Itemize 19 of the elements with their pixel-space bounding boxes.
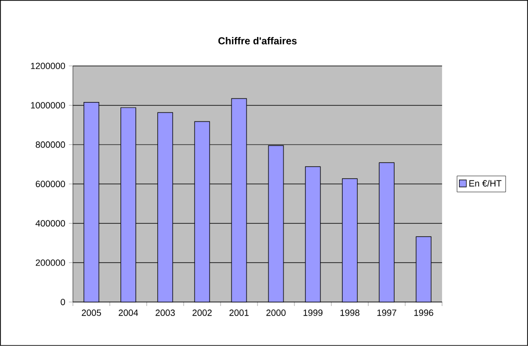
y-tick-label: 800000 bbox=[36, 141, 66, 148]
y-tick-label: 600000 bbox=[36, 180, 66, 188]
y-tick-label: 400000 bbox=[36, 220, 66, 227]
y-tick-label: 1200000 bbox=[31, 62, 66, 70]
x-tick-label: 2000 bbox=[266, 310, 286, 316]
x-tick-label: 2001 bbox=[229, 310, 249, 316]
x-tick-label: 1996 bbox=[414, 310, 434, 316]
x-tick-label: 1998 bbox=[340, 310, 360, 316]
chart-title: Chiffre d'affaires bbox=[218, 37, 297, 44]
x-tick-label: 2005 bbox=[82, 310, 102, 316]
x-tick-label: 2002 bbox=[192, 310, 212, 316]
y-tick-label: 0 bbox=[60, 298, 66, 306]
legend-label: En €/HT bbox=[469, 180, 502, 187]
y-tick-label: 1000000 bbox=[31, 102, 66, 108]
y-tick-label: 200000 bbox=[36, 260, 66, 266]
x-tick-label: 2004 bbox=[118, 310, 138, 316]
x-tick-label: 2003 bbox=[156, 310, 175, 316]
x-tick-label: 1997 bbox=[377, 310, 396, 316]
x-tick-label: 1999 bbox=[304, 310, 322, 316]
